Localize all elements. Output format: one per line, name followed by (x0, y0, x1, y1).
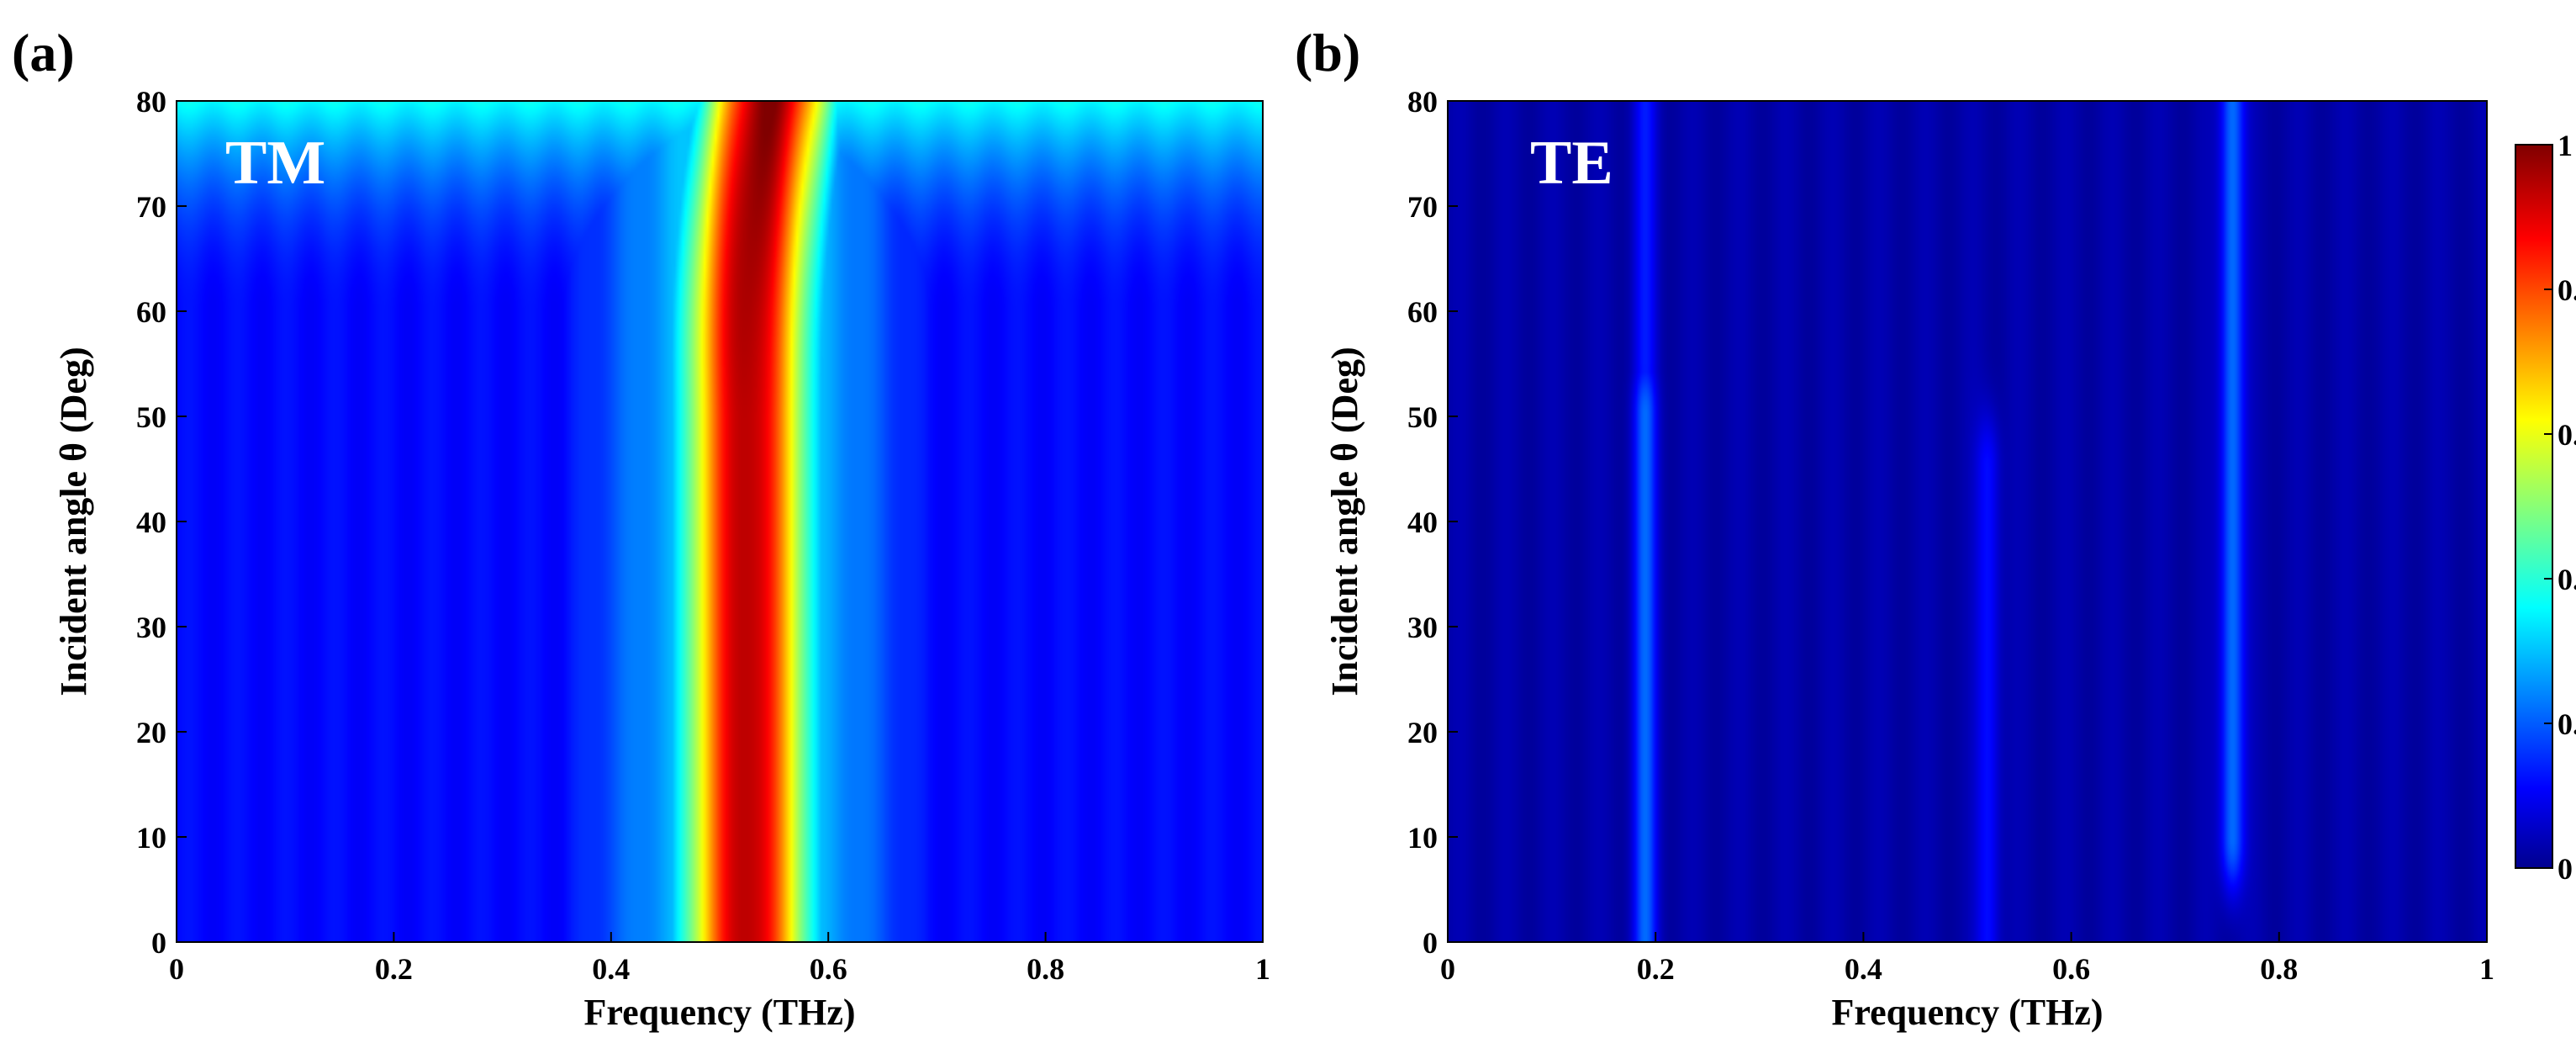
y-tick-label: 50 (1407, 400, 1438, 434)
x-ticks-b: 0 0.2 0.4 0.6 0.8 1 (1440, 932, 2494, 986)
y-tick-label: 10 (136, 821, 166, 855)
colorbar-ticks: 0 0.2 0.4 0.6 0.8 1 (2544, 129, 2576, 886)
x-tick-label: 0.4 (592, 952, 630, 986)
y-tick-label: 20 (1407, 716, 1438, 749)
y-tick-label: 30 (1407, 611, 1438, 644)
x-tick-label: 1 (2479, 952, 2494, 986)
y-tick-label: 0 (151, 926, 166, 960)
x-axis-label-a: Frequency (THz) (583, 992, 855, 1033)
panel-b: (b) TE 0 0.2 0.4 0.6 0.8 1 01020304050607080 … (1295, 23, 2494, 1033)
x-tick-label: 0 (169, 952, 184, 986)
colorbar-tick-label: 0 (2558, 852, 2573, 886)
x-tick-label: 0 (1440, 952, 1455, 986)
colorbar-gradient (2515, 144, 2553, 869)
panel-a: (a) TM 0 0.2 0.4 0.6 0.8 1 01020304050607080 … (12, 23, 1270, 1033)
y-ticks-b: 0 10 20 30 40 50 60 70 80 (1407, 85, 1458, 960)
colorbar: 0 0.2 0.4 0.6 0.8 1 (2515, 129, 2576, 886)
x-ticks-a: 0 0.2 0.4 0.6 0.8 1 (169, 932, 1270, 986)
x-tick-label: 0.8 (2260, 952, 2298, 986)
y-tick-label: 10 (1407, 821, 1438, 855)
inset-label-te: TE (1530, 129, 1613, 198)
y-tick-label: 60 (1407, 295, 1438, 329)
colorbar-tick-label: 0.8 (2558, 273, 2576, 307)
inset-label-tm: TM (225, 129, 325, 198)
x-tick-label: 0.4 (1845, 952, 1882, 986)
x-tick-label: 0.2 (1637, 952, 1675, 986)
y-tick-label: 40 (1407, 506, 1438, 539)
y-tick-label: 80 (136, 85, 166, 119)
y-tick-label: 0 (1423, 926, 1438, 960)
y-tick-label: 20 (136, 716, 166, 749)
y-tick-label: 40 (136, 506, 166, 539)
x-tick-label: 0.6 (810, 952, 847, 986)
colorbar-tick-label: 0.2 (2558, 707, 2576, 741)
x-tick-label: 0.6 (2052, 952, 2090, 986)
y-tick-label: 70 (1407, 190, 1438, 224)
y-tick-label: 30 (136, 611, 166, 644)
y-tick-label: 70 (136, 190, 166, 224)
x-tick-label: 0.8 (1027, 952, 1064, 986)
heatmap-b (1448, 101, 2487, 942)
y-axis-label-b: Incident angle θ (Deg) (1324, 347, 1365, 696)
x-tick-label: 0.2 (375, 952, 413, 986)
panel-b-label: (b) (1295, 23, 1360, 82)
y-ticks-a: 0 10 20 30 40 50 60 70 80 (136, 85, 187, 960)
colorbar-tick-label: 0.4 (2558, 563, 2576, 596)
y-tick-label: 80 (1407, 85, 1438, 119)
colorbar-tick-label: 1 (2558, 129, 2573, 162)
colorbar-tick-label: 0.6 (2558, 418, 2576, 452)
y-tick-label: 50 (136, 400, 166, 434)
heatmap-a (177, 101, 1263, 942)
x-tick-label: 1 (1255, 952, 1270, 986)
x-axis-label-b: Frequency (THz) (1831, 992, 2103, 1033)
y-tick-label: 60 (136, 295, 166, 329)
panel-a-label: (a) (12, 23, 75, 82)
y-axis-label-a: Incident angle θ (Deg) (53, 347, 94, 696)
